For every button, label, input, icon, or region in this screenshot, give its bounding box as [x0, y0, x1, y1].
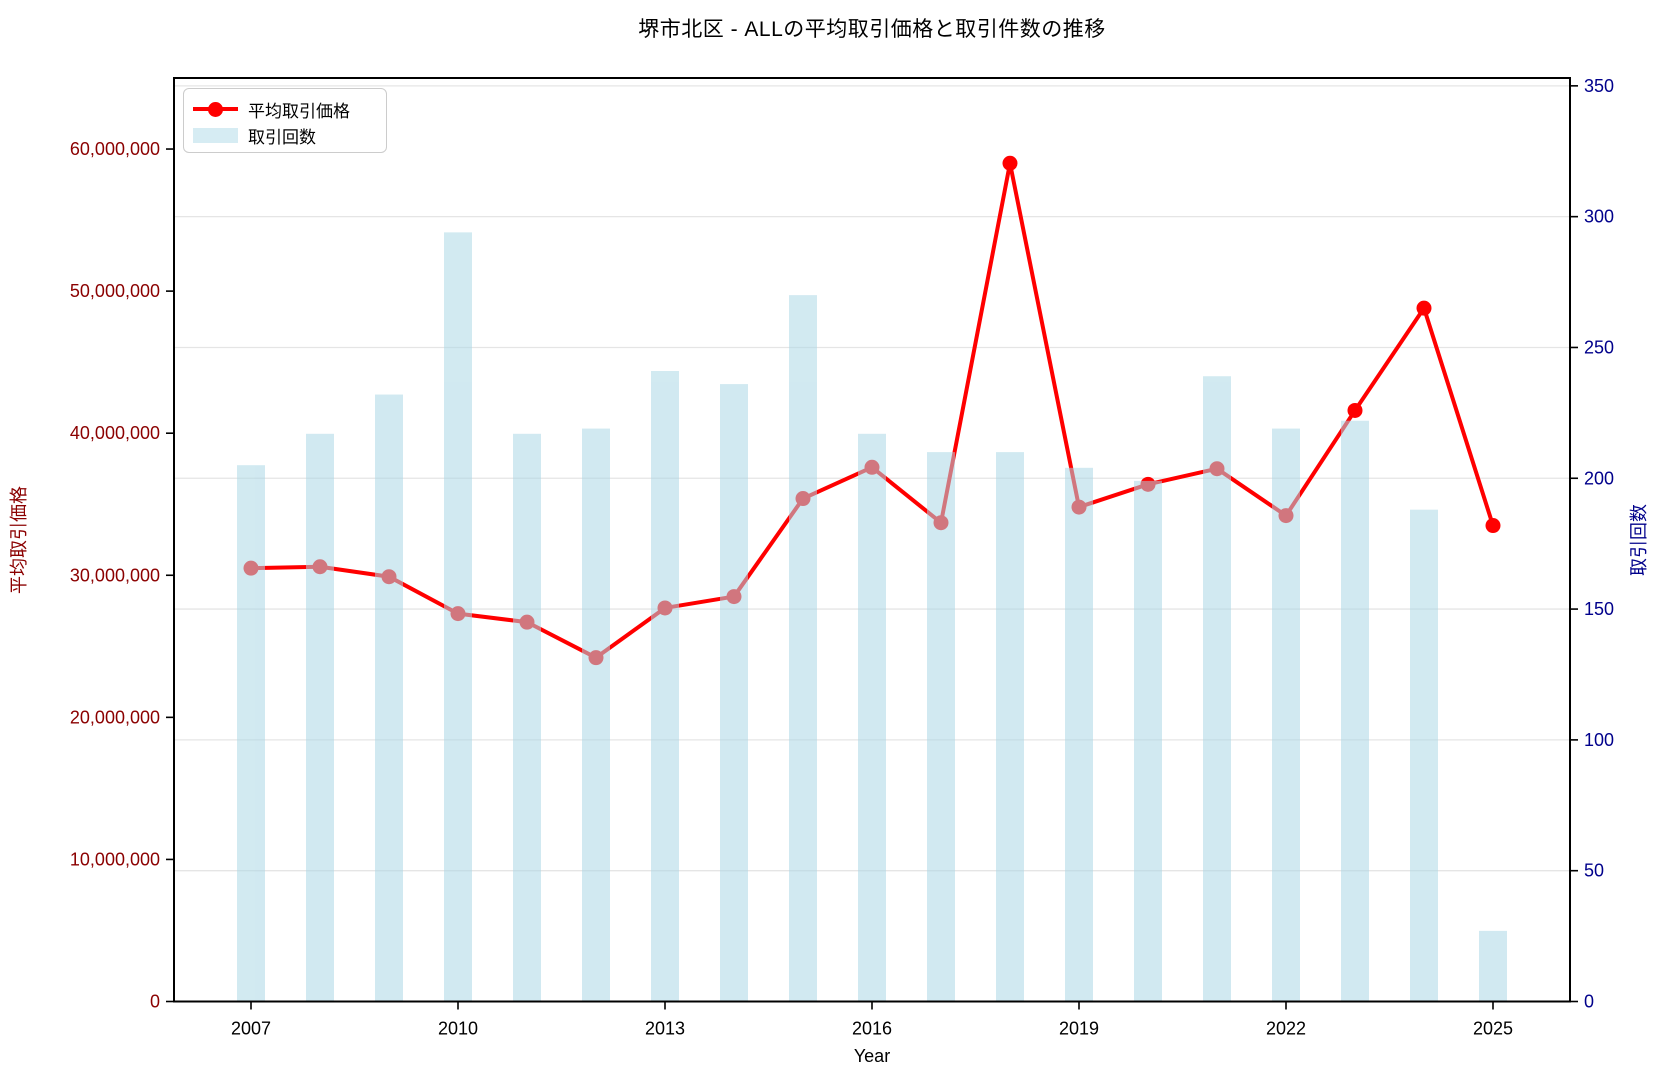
count-bar-2018: [996, 452, 1024, 1002]
count-bar-2016: [858, 433, 886, 1002]
y-right-tick-150: 150: [1584, 599, 1614, 619]
count-bar-2015: [789, 295, 817, 1002]
count-bar-2019: [1065, 467, 1093, 1002]
legend-item-count: 取引回数: [193, 122, 386, 148]
count-bar-2010: [444, 232, 472, 1002]
x-tick-2022: 2022: [1266, 1019, 1306, 1039]
count-bar-2023: [1341, 420, 1369, 1002]
count-bar-2009: [375, 394, 403, 1002]
count-bar-2025: [1479, 930, 1507, 1002]
count-bars-series: [237, 232, 1507, 1002]
count-bar-2008: [306, 433, 334, 1002]
y-right-tick-300: 300: [1584, 207, 1614, 227]
y-right-tick-350: 350: [1584, 76, 1614, 96]
x-tick-2007: 2007: [231, 1019, 271, 1039]
y-right-tick-0: 0: [1584, 992, 1594, 1012]
y-left-tick-60000000: 60,000,000: [70, 139, 160, 159]
y-right-tick-100: 100: [1584, 730, 1614, 750]
y-left-tick-50000000: 50,000,000: [70, 281, 160, 301]
count-bar-2020: [1134, 480, 1162, 1002]
count-bar-2014: [720, 384, 748, 1002]
y-right-tick-50: 50: [1584, 861, 1604, 881]
tick-labels: 0 10,000,000 20,000,000 30,000,000 40,000,00…: [70, 76, 1614, 1039]
legend-line-marker-icon: [193, 101, 238, 117]
x-tick-2016: 2016: [852, 1019, 892, 1039]
count-bar-2024: [1410, 509, 1438, 1002]
chart-title: 堺市北区 - ALLの平均取引価格と取引件数の推移: [638, 18, 1106, 41]
y-left-tick-30000000: 30,000,000: [70, 565, 160, 585]
y-right-tick-250: 250: [1584, 337, 1614, 357]
x-tick-2019: 2019: [1059, 1019, 1099, 1039]
x-tick-2025: 2025: [1473, 1019, 1513, 1039]
price-point-2025: [1485, 518, 1501, 534]
y-right-tick-200: 200: [1584, 468, 1614, 488]
legend-bar-swatch-icon: [193, 127, 238, 143]
count-bar-2022: [1272, 428, 1300, 1002]
legend-item-price: 平均取引価格: [193, 96, 386, 122]
legend: 平均取引価格 取引回数: [183, 88, 387, 153]
count-bar-2021: [1203, 376, 1231, 1002]
y-left-tick-40000000: 40,000,000: [70, 423, 160, 443]
x-axis-label: Year: [853, 1046, 891, 1066]
price-point-2018: [1002, 155, 1018, 171]
x-tick-2013: 2013: [645, 1019, 685, 1039]
y-left-tick-10000000: 10,000,000: [70, 849, 160, 869]
y-left-tick-20000000: 20,000,000: [70, 707, 160, 727]
tick-marks: [166, 85, 1578, 1010]
y-axis-right-label: 取引回数: [1629, 504, 1649, 576]
count-bar-2013: [651, 371, 679, 1002]
count-bar-2017: [927, 452, 955, 1002]
count-bar-2007: [237, 465, 265, 1002]
x-tick-2010: 2010: [438, 1019, 478, 1039]
count-bar-2011: [513, 433, 541, 1002]
legend-line-label: 平均取引価格: [248, 101, 350, 121]
count-bar-2012: [582, 428, 610, 1002]
y-axis-left-label: 平均取引価格: [9, 486, 29, 594]
price-point-2024: [1416, 300, 1432, 316]
price-point-2023: [1347, 402, 1363, 418]
legend-bar-label: 取引回数: [248, 127, 316, 147]
y-left-tick-0: 0: [150, 992, 160, 1012]
